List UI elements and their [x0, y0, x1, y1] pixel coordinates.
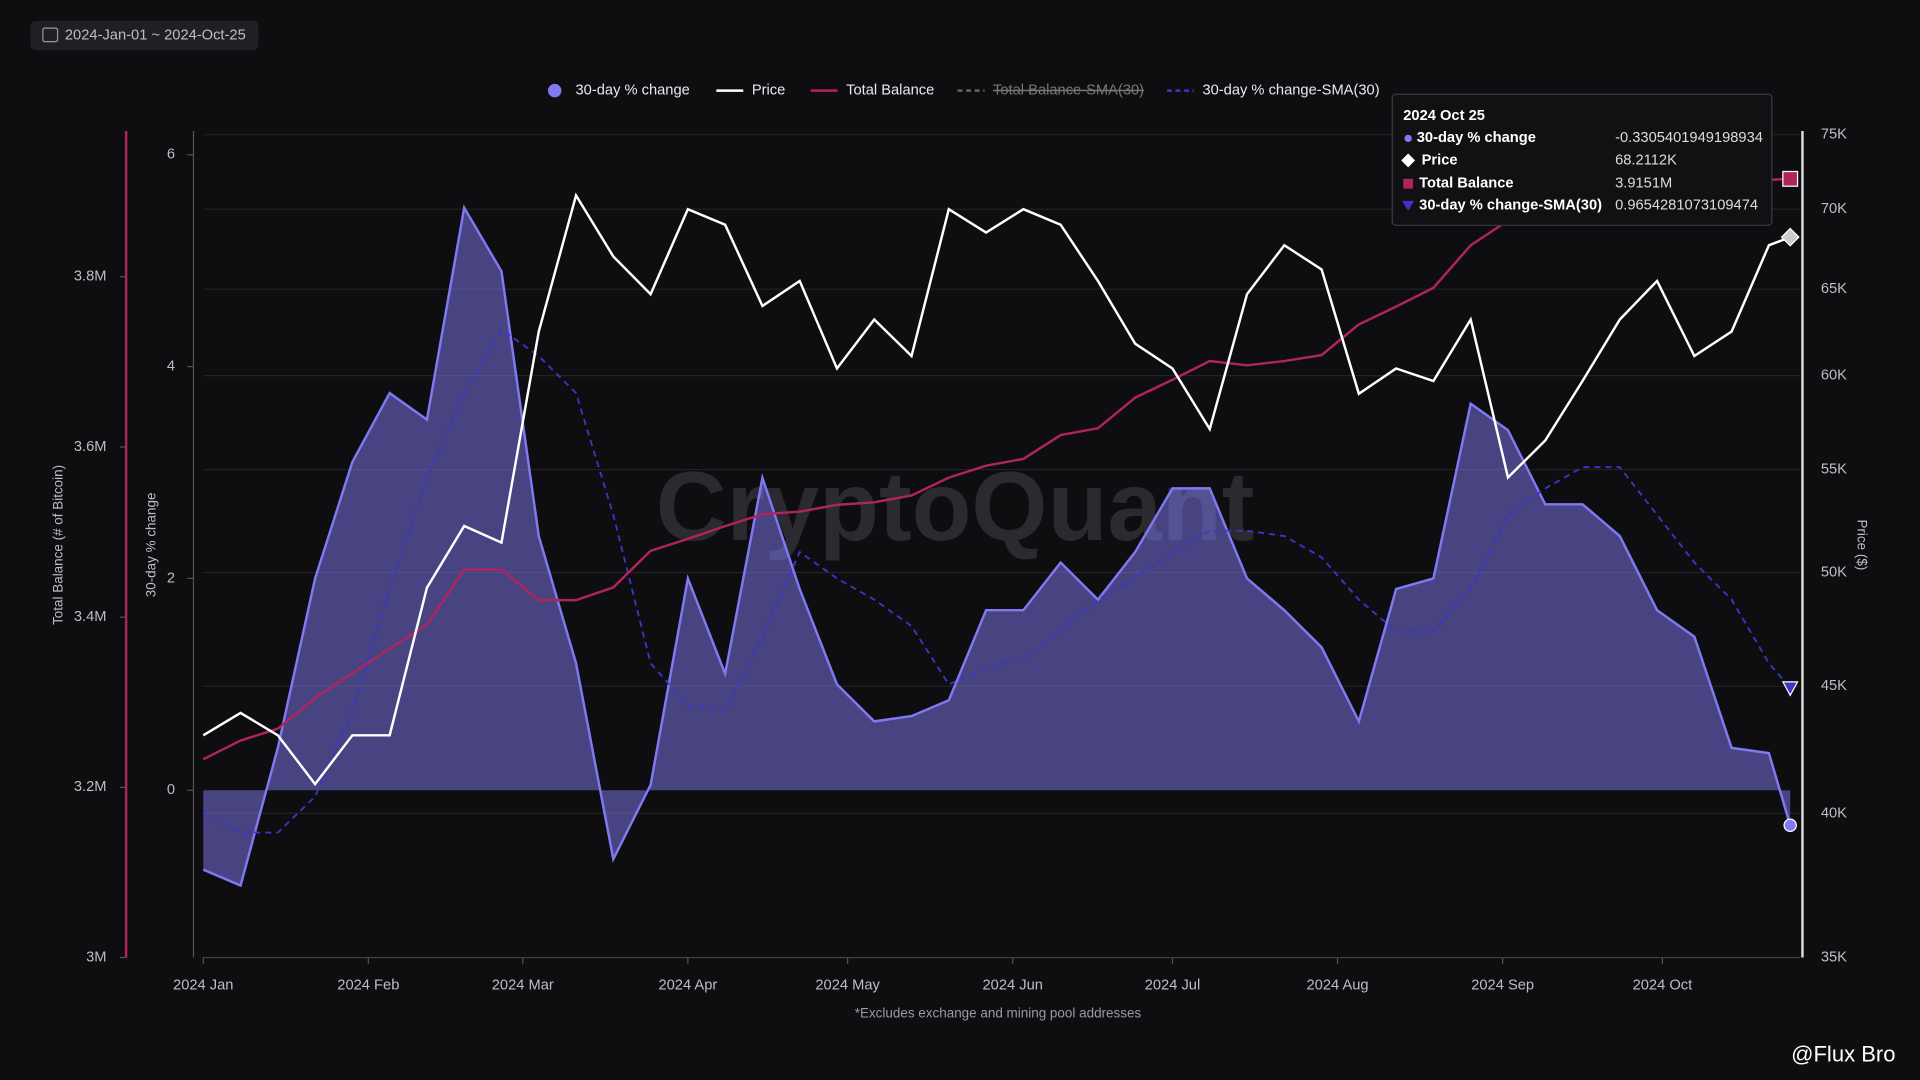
legend-item[interactable]: 30-day % change — [547, 82, 690, 98]
end-marker — [1781, 681, 1799, 697]
balance-tick-label: 3.8M — [74, 269, 107, 285]
tooltip-value: 0.9654281073109474 — [1615, 198, 1758, 214]
line — [202, 192, 1791, 787]
legend-item[interactable]: Price — [716, 82, 785, 98]
x-tick-label: 2024 Jun — [982, 978, 1042, 994]
legend-symbol — [547, 83, 562, 98]
pct-tick-label: 2 — [167, 570, 175, 586]
balance-tick-label: 3.6M — [74, 439, 107, 455]
line — [202, 328, 1791, 834]
price-axis-label: Price ($) — [1855, 519, 1870, 570]
x-tick-label: 2024 Oct — [1633, 978, 1693, 994]
tooltip-icon — [1402, 200, 1415, 211]
tooltip-name: 30-day % change — [1417, 130, 1536, 146]
tooltip-value: -0.3305401949198934 — [1615, 130, 1763, 146]
footnote: *Excludes exchange and mining pool addre… — [855, 1005, 1142, 1020]
date-range-button[interactable] — [30, 20, 259, 51]
x-tick-label: 2024 Jul — [1145, 978, 1201, 994]
legend-item[interactable]: Total Balance-SMA(30) — [957, 82, 1145, 98]
price-tick-label: 60K — [1821, 367, 1847, 383]
balance-tick-label: 3.4M — [74, 609, 107, 625]
end-marker — [1783, 818, 1797, 832]
price-tick-label: 65K — [1821, 281, 1847, 297]
pct-axis-label: 30-day % change — [143, 493, 158, 598]
price-tick-label: 35K — [1821, 949, 1847, 965]
x-tick-label: 2024 May — [815, 978, 880, 994]
legend-label[interactable]: 30-day % change-SMA(30) — [1202, 82, 1379, 98]
price-tick-label: 45K — [1821, 678, 1847, 694]
pct-tick-label: 0 — [167, 782, 175, 798]
price-tick-label: 40K — [1821, 805, 1847, 821]
tooltip-name: Total Balance — [1419, 176, 1513, 192]
x-tick-label: 2024 Jan — [173, 978, 233, 994]
tooltip-date: 2024 Oct 25 — [1403, 108, 1485, 124]
tooltip-name: Price — [1422, 152, 1458, 168]
tooltip-box — [1391, 93, 1773, 226]
area — [203, 207, 1791, 886]
end-marker — [1782, 170, 1799, 187]
x-tick-label: 2024 Aug — [1307, 978, 1369, 994]
tooltip-value: 68.2112K — [1615, 152, 1677, 168]
legend-label[interactable]: Total Balance-SMA(30) — [993, 82, 1144, 98]
legend-label[interactable]: 30-day % change — [576, 82, 690, 98]
price-tick-label: 75K — [1821, 127, 1847, 143]
balance-tick-label: 3M — [86, 949, 106, 965]
legend-label[interactable]: Total Balance — [846, 82, 934, 98]
balance-axis-label: Total Balance (# of Bitcoin) — [50, 465, 65, 625]
pct-tick-label: 4 — [167, 358, 175, 374]
calendar-icon — [42, 27, 59, 43]
price-tick-label: 70K — [1821, 201, 1847, 217]
tooltip-icon — [1403, 178, 1414, 189]
x-tick-label: 2024 Apr — [658, 978, 717, 994]
tooltip-name: 30-day % change-SMA(30) — [1419, 198, 1602, 214]
price-tick-label: 50K — [1821, 564, 1847, 580]
tooltip-value: 3.9151M — [1615, 176, 1672, 192]
date-range[interactable]: 2024-Jan-01 ~ 2024-Oct-25 — [65, 27, 246, 43]
x-tick-label: 2024 Sep — [1471, 978, 1534, 994]
legend-label[interactable]: Price — [752, 82, 785, 98]
tooltip: 2024 Oct 25 30-day % change -0.330540194… — [1391, 93, 1773, 226]
pct-tick-label: 6 — [167, 147, 175, 163]
legend-item[interactable]: Total Balance — [810, 82, 935, 98]
price-tick-label: 55K — [1821, 461, 1847, 477]
end-marker — [1780, 227, 1800, 247]
credit: @Flux Bro — [1791, 1041, 1895, 1066]
x-tick-label: 2024 Feb — [337, 978, 399, 994]
balance-tick-label: 3.2M — [74, 779, 107, 795]
tooltip-icon — [1404, 134, 1412, 143]
x-tick-label: 2024 Mar — [492, 978, 554, 994]
